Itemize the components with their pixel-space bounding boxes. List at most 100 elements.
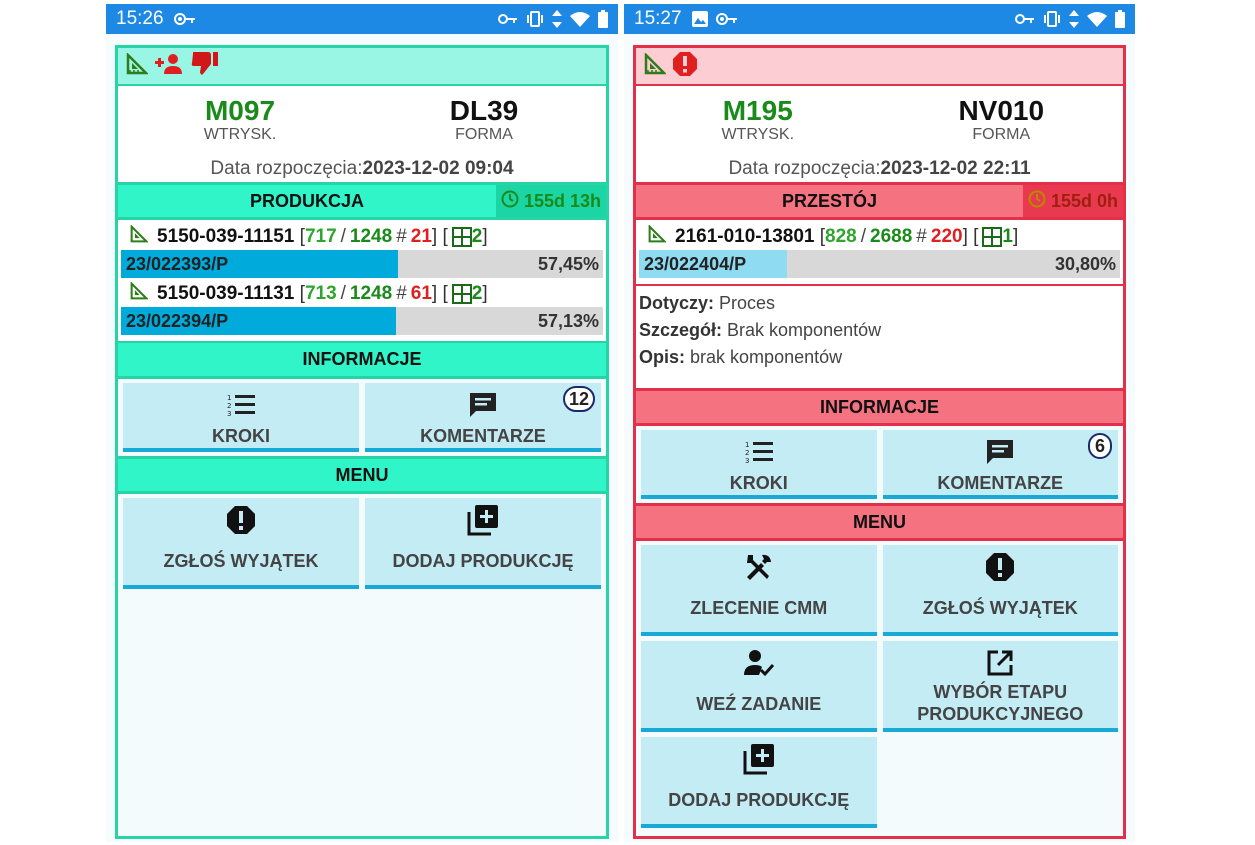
- product-line[interactable]: 2161-010-13801 [828/2688 #220] [ 1]: [639, 224, 1120, 250]
- cavity-grid-icon: 2: [451, 226, 482, 248]
- vpn-key-icon: [1015, 13, 1035, 25]
- state-label: PRODUKCJA: [118, 185, 496, 217]
- state-timer: 155d 0h: [1023, 185, 1123, 217]
- battery-icon: [598, 10, 608, 28]
- library-add-icon: [467, 505, 499, 536]
- state-duration: 155d 0h: [1050, 190, 1119, 211]
- info-header: INFORMACJE: [636, 391, 1123, 423]
- menu-header: MENU: [636, 506, 1123, 538]
- start-date-value: 2023-12-02 09:04: [362, 158, 514, 179]
- svg-text:3: 3: [745, 457, 749, 465]
- flag-bar: [118, 48, 606, 86]
- add-production-label: DODAJ PRODUKCJĘ: [668, 790, 850, 810]
- library-add-icon: [743, 744, 775, 775]
- alert-octagon-icon: [985, 553, 1015, 581]
- take-task-button[interactable]: WEŹ ZADANIE: [641, 641, 877, 732]
- select-stage-label: WYBÓR ETAPU PRODUKCYJNEGO: [917, 681, 1083, 725]
- concerns-value: Proces: [719, 293, 776, 313]
- steps-label: KROKI: [729, 473, 788, 493]
- right-screen: 15:27: [624, 4, 1135, 842]
- svg-text:1: 1: [227, 394, 231, 402]
- triangle-ruler-icon: [126, 51, 150, 80]
- svg-text:2: 2: [227, 402, 231, 410]
- select-stage-line1: WYBÓR ETAPU: [933, 682, 1068, 702]
- product-code: 5150-039-11131: [157, 283, 295, 304]
- tools-icon: [744, 553, 774, 581]
- vpn-key-icon: [498, 13, 518, 25]
- cmm-order-button[interactable]: ZLECENIE CMM: [641, 545, 877, 636]
- comment-icon: [985, 438, 1015, 466]
- thumb-down-icon[interactable]: [190, 50, 220, 83]
- select-stage-line2: PRODUKCYJNEGO: [917, 704, 1084, 724]
- progress-percent: 57,13%: [537, 311, 599, 331]
- state-timer: 155d 13h: [496, 185, 606, 217]
- cavity-grid-icon: 1: [982, 226, 1013, 248]
- product-hash: #: [916, 226, 927, 247]
- state-row: PRZESTÓJ 155d 0h: [636, 182, 1123, 220]
- alert-circle-icon[interactable]: [672, 51, 698, 82]
- cmm-order-label: ZLECENIE CMM: [690, 598, 828, 618]
- order-progress: 23/022394/P 57,13%: [121, 307, 603, 335]
- add-production-button[interactable]: DODAJ PRODUKCJĘ: [641, 737, 877, 828]
- comments-button[interactable]: KOMENTARZE 6: [882, 430, 1118, 499]
- add-production-button[interactable]: DODAJ PRODUKCJĘ: [365, 498, 601, 589]
- id-row: M195 WTRYSK. NV010 FORMA: [636, 86, 1123, 158]
- product-line[interactable]: 5150-039-11151 [717/1248 #21] [ 2]: [121, 224, 603, 250]
- machine-block: M097 WTRYSK.: [118, 96, 362, 158]
- cavity-count: 2: [471, 283, 483, 304]
- product-line[interactable]: 5150-039-11131 [713/1248 #61] [ 2]: [121, 281, 603, 307]
- gear-key-icon: [173, 12, 196, 26]
- add-person-icon[interactable]: [154, 52, 184, 81]
- status-bar: 15:26: [106, 4, 618, 34]
- report-exception-button[interactable]: ZGŁOŚ WYJĄTEK: [123, 498, 359, 589]
- product-total: 1248: [349, 226, 393, 247]
- image-icon: [691, 11, 708, 27]
- clock-icon: [501, 190, 519, 213]
- triangle-ruler-icon: [130, 281, 149, 306]
- report-exception-button[interactable]: ZGŁOŚ WYJĄTEK: [882, 545, 1118, 636]
- product-rejects: 21: [410, 226, 432, 247]
- start-date-row: Data rozpoczęcia:2023-12-02 22:11: [636, 158, 1123, 182]
- select-stage-button[interactable]: WYBÓR ETAPU PRODUKCYJNEGO: [882, 641, 1118, 732]
- product-rejects: 61: [410, 283, 432, 304]
- comments-label: KOMENTARZE: [420, 426, 546, 446]
- menu-header: MENU: [118, 459, 606, 491]
- comment-icon: [468, 391, 498, 419]
- progress-fill: [121, 307, 397, 335]
- alert-octagon-icon: [226, 506, 256, 534]
- report-exception-label: ZGŁOŚ WYJĄTEK: [163, 551, 319, 571]
- detail-line: Szczegół: Brak komponentów: [639, 317, 1119, 344]
- comments-label: KOMENTARZE: [937, 473, 1064, 493]
- machine-card: M097 WTRYSK. DL39 FORMA Data rozpoczęcia…: [115, 45, 609, 839]
- order-number: 23/022393/P: [126, 254, 229, 274]
- report-exception-label: ZGŁOŚ WYJĄTEK: [922, 598, 1078, 618]
- detail-label: Szczegół:: [639, 320, 723, 340]
- wifi-icon: [1087, 11, 1107, 27]
- product-total: 1248: [349, 283, 393, 304]
- description-value: brak komponentów: [690, 347, 843, 367]
- comments-count-badge: 6: [1088, 433, 1112, 459]
- triangle-ruler-icon: [644, 51, 668, 80]
- status-bar: 15:27: [624, 4, 1135, 34]
- machine-card: M195 WTRYSK. NV010 FORMA Data rozpoczęci…: [633, 45, 1126, 839]
- machine-code: M097: [204, 95, 276, 126]
- description-label: Opis:: [639, 347, 686, 367]
- svg-text:2: 2: [745, 449, 749, 457]
- mold-code: DL39: [449, 95, 519, 126]
- description-line: Opis: brak komponentów: [639, 344, 1119, 371]
- menu-tiles: ZLECENIE CMM ZGŁOŚ WYJĄTEK WEŹ ZADANIE W…: [636, 541, 1123, 832]
- comments-button[interactable]: KOMENTARZE 12: [365, 383, 601, 452]
- data-arrows-icon: [552, 10, 562, 28]
- order-number: 23/022404/P: [644, 254, 747, 274]
- product-code: 5150-039-11151: [157, 226, 295, 247]
- concerns-line: Dotyczy: Proces: [639, 290, 1119, 317]
- concerns-label: Dotyczy:: [639, 293, 715, 313]
- open-in-new-icon: [986, 649, 1014, 677]
- product-hash: #: [396, 226, 407, 247]
- machine-block: M195 WTRYSK.: [636, 96, 880, 158]
- start-date-value: 2023-12-02 22:11: [880, 158, 1031, 179]
- menu-header-row: MENU: [636, 503, 1123, 541]
